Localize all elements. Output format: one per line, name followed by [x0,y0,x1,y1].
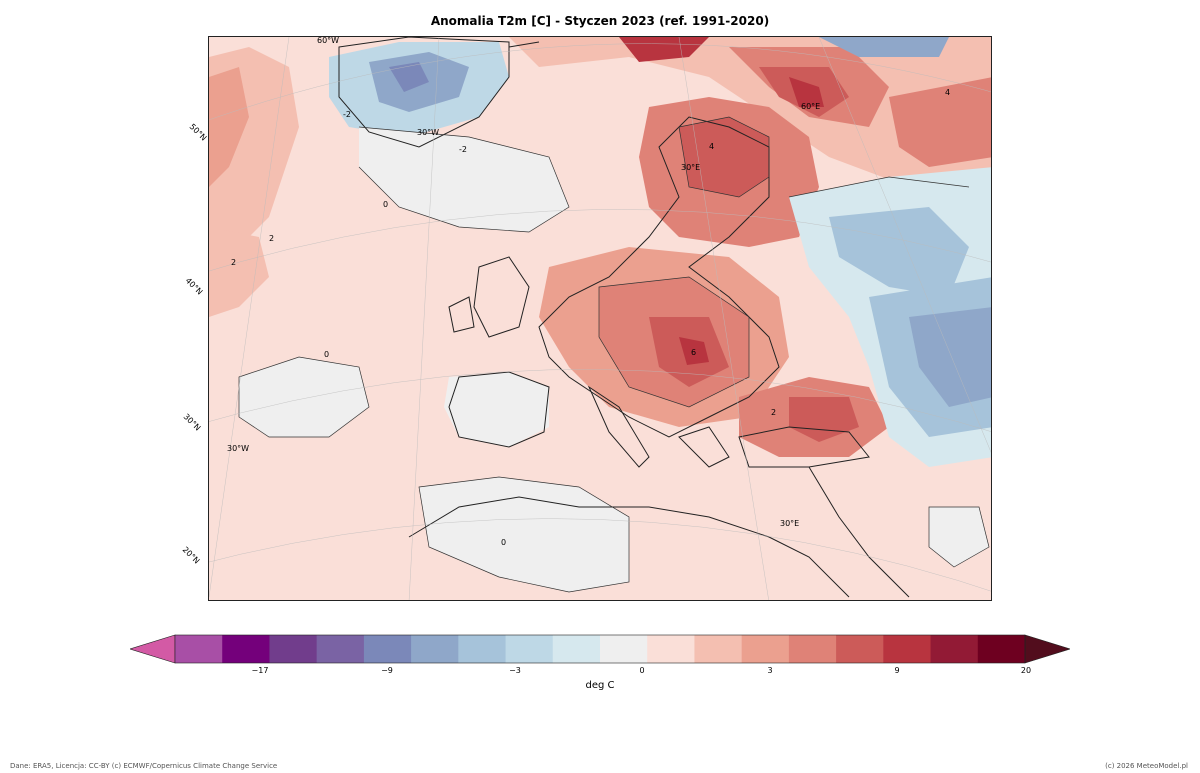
colorbar-tick-label: −3 [509,666,521,675]
lon-label-30e-south: 30°E [780,519,799,528]
colorbar-tick-label: 0 [639,666,645,675]
lon-label-60w: 60°W [317,37,339,45]
map-title: Anomalia T2m [C] - Styczen 2023 (ref. 19… [430,14,770,28]
colorbar-segment [411,635,459,663]
colorbar-unit-label: deg C [585,680,615,691]
lat-label-50n: 50°N [187,122,209,143]
colorbar-segment [977,635,1026,663]
colorbar-tick-label: 9 [894,666,900,675]
colorbar-segment [883,635,932,663]
contour-label: -2 [343,110,351,119]
colorbar-tick-label: 3 [767,666,773,675]
colorbar-segment [458,635,507,663]
copyright-notice: (c) 2026 MeteoModel.pl [1105,762,1188,770]
anomaly-map: 60°W 30°W 30°E 60°E 30°W 30°E 0 0 0 2 2 … [208,36,992,601]
lon-label-30w-north: 30°W [417,128,439,137]
colorbar-segment [788,635,837,663]
contour-label: 4 [709,142,714,151]
colorbar-segment [741,635,790,663]
colorbar-segment [175,635,223,663]
north-africa-anomaly [419,477,629,592]
colorbar-segment [363,635,412,663]
colorbar-border [174,634,1026,664]
contour-label: -2 [459,145,467,154]
colorbar-tick-label: −17 [251,666,269,675]
colorbar-tick-label: −9 [381,666,393,675]
colorbar-segment [836,635,884,663]
lat-label-20n: 20°N [180,545,202,566]
colorbar-segment [316,635,365,663]
colorbar-extend-max [1024,634,1072,664]
colorbar-segment [694,635,743,663]
graticule [209,37,991,600]
coastlines [338,37,910,598]
colorbar-segment [222,635,270,663]
colorbar-svg [128,634,1072,664]
contour-label: 2 [269,234,274,243]
contour-label: 0 [383,200,388,209]
contour-label: 6 [691,348,696,357]
contour-lines [238,116,990,593]
contour-label: 4 [945,88,950,97]
colorbar-segment [647,635,695,663]
lat-label-40n: 40°N [183,276,205,297]
colorbar-segment [600,635,648,663]
colorbar-extend-min [128,634,176,664]
lat-label-30n: 30°N [181,412,203,433]
contour-label: 0 [324,350,329,359]
colorbar-segment [269,635,318,663]
lon-label-60e: 60°E [801,102,820,111]
data-source-credit: Dane: ERA5, Licencja: CC-BY (c) ECMWF/Co… [10,762,278,770]
contour-label: 2 [771,408,776,417]
contour-label: 2 [231,258,236,267]
colorbar-segment [930,635,979,663]
lon-label-30w-south: 30°W [227,444,249,453]
colorbar-segment [505,635,554,663]
colorbar [128,634,1072,664]
colorbar-segment [552,635,601,663]
contour-label: 0 [501,538,506,547]
lon-label-30e-north: 30°E [681,163,700,172]
map-canvas: 60°W 30°W 30°E 60°E 30°W 30°E 0 0 0 2 2 … [209,37,991,600]
colorbar-tick-label: 20 [1020,666,1032,675]
